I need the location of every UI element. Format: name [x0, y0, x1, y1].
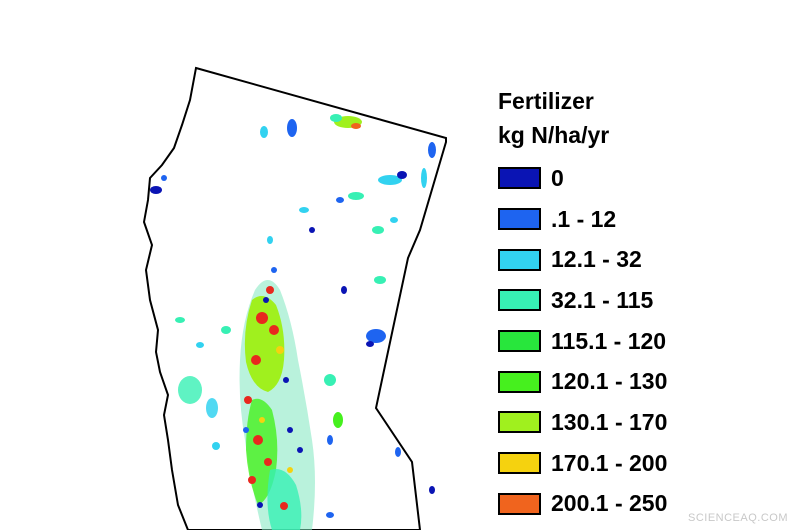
- legend-label: 120.1 - 130: [551, 368, 668, 395]
- east-patch: [366, 329, 386, 343]
- east-patch: [327, 435, 333, 445]
- high-rate-patch: [244, 396, 252, 404]
- zero-rate-patch: [271, 267, 277, 273]
- legend-entry: 120.1 - 130: [498, 361, 667, 402]
- legend-label: 115.1 - 120: [551, 327, 667, 354]
- southeast-patch: [395, 447, 401, 457]
- northeast-patch: [378, 175, 402, 185]
- northeast-patch: [397, 171, 407, 179]
- valley-high-rate-area: [244, 296, 285, 392]
- southeast-patch: [326, 512, 334, 518]
- north-patch: [260, 126, 268, 138]
- east-patch: [341, 286, 347, 294]
- high-rate-patch: [266, 286, 274, 294]
- legend-swatch: [498, 208, 541, 231]
- north-patch: [287, 119, 297, 137]
- northeast-patch: [428, 142, 436, 158]
- legend-units: kg N/ha/yr: [498, 122, 610, 148]
- legend-entry: 130.1 - 170: [498, 402, 667, 443]
- high-rate-patch: [264, 458, 272, 466]
- zero-rate-patch: [243, 427, 249, 433]
- west-patch: [196, 342, 204, 348]
- legend-entry: 170.1 - 200: [498, 443, 667, 484]
- legend-label: 170.1 - 200: [551, 449, 668, 476]
- east-patch: [366, 341, 374, 347]
- watermark-text: SCIENCEAQ.COM: [687, 512, 788, 524]
- mid-patch: [372, 226, 384, 234]
- coast-patch: [150, 186, 162, 194]
- southeast-patch: [429, 486, 435, 494]
- map-legend: Fertilizer kg N/ha/yr 0 .1 - 12 12.1 - 32 3…: [498, 84, 667, 524]
- legend-entry: 115.1 - 120: [498, 321, 667, 362]
- zero-rate-patch: [297, 447, 303, 453]
- west-patch: [206, 398, 218, 418]
- legend-swatch: [498, 452, 541, 475]
- legend-swatch: [498, 167, 541, 190]
- west-patch: [221, 326, 231, 334]
- legend-swatch: [498, 289, 541, 312]
- mid-patch: [390, 217, 398, 223]
- legend-title: Fertilizer: [498, 88, 594, 114]
- high-rate-patch: [248, 476, 256, 484]
- legend-entry: 200.1 - 250: [498, 484, 667, 525]
- mid-patch: [348, 192, 364, 200]
- central-valley-fertilizer-area: [239, 267, 315, 530]
- high-rate-patch: [253, 435, 263, 445]
- high-rate-patch: [269, 325, 279, 335]
- legend-entry: .1 - 12: [498, 199, 667, 240]
- coast-patch: [161, 175, 167, 181]
- mid-patch: [299, 207, 309, 213]
- northeast-patch: [421, 168, 427, 188]
- legend-entry: 12.1 - 32: [498, 239, 667, 280]
- legend-entry: 32.1 - 115: [498, 280, 667, 321]
- legend-swatch: [498, 370, 541, 393]
- mid-patch: [309, 227, 315, 233]
- west-patch: [178, 376, 202, 404]
- scattered-fertilizer-areas: [150, 114, 436, 518]
- legend-label: 0: [551, 164, 564, 191]
- legend-label: 130.1 - 170: [551, 408, 668, 435]
- legend-swatch: [498, 248, 541, 271]
- legend-label: 200.1 - 250: [551, 490, 668, 517]
- legend-label: .1 - 12: [551, 205, 617, 232]
- legend-swatch: [498, 492, 541, 515]
- east-patch: [324, 374, 336, 386]
- high-rate-patch: [280, 502, 288, 510]
- east-patch: [374, 276, 386, 284]
- mid-patch: [267, 236, 273, 244]
- zero-rate-patch: [287, 427, 293, 433]
- high-rate-patch: [256, 312, 268, 324]
- west-patch: [212, 442, 220, 450]
- zero-rate-patch: [257, 502, 263, 508]
- high-rate-patch: [251, 355, 261, 365]
- legend-entry: 0: [498, 158, 667, 199]
- legend-items: 0 .1 - 12 12.1 - 32 32.1 - 115 115.1 - 120 12…: [498, 158, 667, 524]
- zero-rate-patch: [283, 377, 289, 383]
- mid-rate-patch: [259, 417, 265, 423]
- west-patch: [175, 317, 185, 323]
- legend-label: 12.1 - 32: [551, 246, 642, 273]
- mid-rate-patch: [276, 346, 284, 354]
- valley-south-area: [267, 469, 302, 530]
- zero-rate-patch: [263, 297, 269, 303]
- east-patch: [333, 412, 343, 428]
- north-patch: [330, 114, 342, 122]
- legend-swatch: [498, 411, 541, 434]
- state-outline: [142, 66, 447, 530]
- north-patch: [351, 123, 361, 129]
- legend-swatch: [498, 330, 541, 353]
- mid-patch: [336, 197, 344, 203]
- legend-label: 32.1 - 115: [551, 286, 654, 313]
- mid-rate-patch: [287, 467, 293, 473]
